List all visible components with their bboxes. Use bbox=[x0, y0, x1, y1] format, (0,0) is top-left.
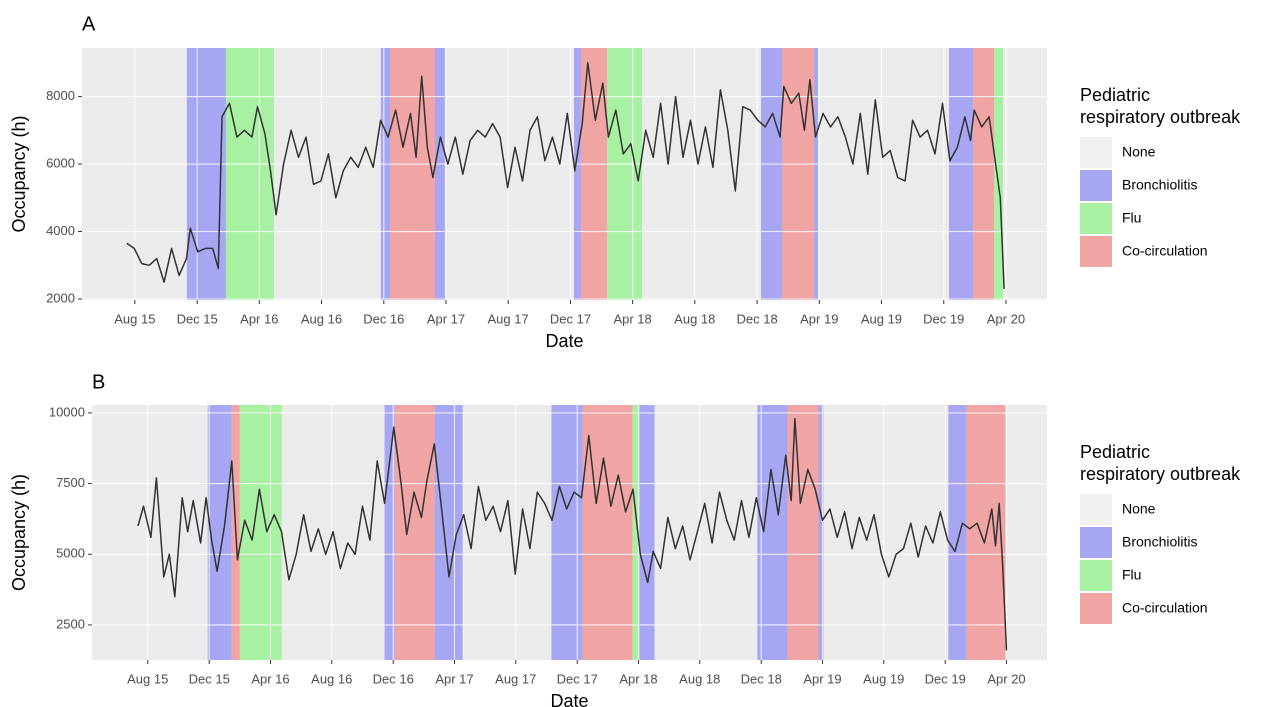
outbreak-period bbox=[574, 48, 581, 300]
legend-label: None bbox=[1122, 501, 1156, 517]
outbreak-period bbox=[949, 48, 974, 300]
outbreak-period bbox=[394, 405, 435, 660]
outbreak-period bbox=[186, 48, 226, 300]
y-tick-label: 8000 bbox=[46, 88, 75, 103]
x-tick-label: Aug 19 bbox=[863, 671, 904, 686]
x-tick-label: Aug 17 bbox=[495, 671, 536, 686]
x-tick-label: Apr 17 bbox=[435, 671, 473, 686]
legend-label: Flu bbox=[1122, 567, 1141, 583]
legend-title: Pediatric bbox=[1080, 85, 1150, 105]
legend-swatch bbox=[1080, 494, 1112, 525]
outbreak-period bbox=[434, 48, 445, 300]
y-axis-title: Occupancy (h) bbox=[9, 474, 29, 591]
x-tick-label: Dec 18 bbox=[741, 671, 782, 686]
x-tick-label: Apr 17 bbox=[427, 311, 465, 326]
x-tick-label: Apr 18 bbox=[619, 671, 657, 686]
outbreak-period bbox=[582, 405, 633, 660]
y-tick-label: 4000 bbox=[46, 223, 75, 238]
x-tick-label: Aug 16 bbox=[301, 311, 342, 326]
x-tick-label: Aug 16 bbox=[311, 671, 352, 686]
outbreak-period bbox=[632, 405, 640, 660]
y-axis-title: Occupancy (h) bbox=[9, 115, 29, 232]
occupancy-line bbox=[126, 62, 1005, 289]
legend-swatch bbox=[1080, 560, 1112, 591]
outbreak-period bbox=[814, 48, 818, 300]
outbreak-period bbox=[207, 405, 232, 660]
outbreak-period bbox=[389, 48, 435, 300]
outbreak-period bbox=[993, 48, 1003, 300]
outbreak-period bbox=[239, 405, 282, 660]
x-tick-label: Apr 18 bbox=[613, 311, 651, 326]
outbreak-period bbox=[757, 405, 788, 660]
outbreak-period bbox=[380, 48, 390, 300]
x-tick-label: Apr 16 bbox=[240, 311, 278, 326]
legend-label: None bbox=[1122, 144, 1156, 160]
legend-swatch bbox=[1080, 236, 1112, 267]
x-tick-label: Aug 18 bbox=[674, 311, 715, 326]
x-axis-title: Date bbox=[545, 331, 583, 351]
x-tick-label: Dec 18 bbox=[737, 311, 778, 326]
x-axis-title: Date bbox=[550, 691, 588, 707]
legend-label: Co-circulation bbox=[1122, 600, 1208, 616]
y-tick-label: 10000 bbox=[49, 404, 85, 419]
y-tick-label: 2000 bbox=[46, 290, 75, 305]
legend-title: respiratory outbreak bbox=[1080, 107, 1241, 127]
x-tick-label: Aug 18 bbox=[679, 671, 720, 686]
x-tick-label: Apr 16 bbox=[251, 671, 289, 686]
legend-swatch bbox=[1080, 593, 1112, 624]
legend-swatch bbox=[1080, 527, 1112, 558]
legend-title: Pediatric bbox=[1080, 442, 1150, 462]
outbreak-period bbox=[384, 405, 395, 660]
outbreak-period bbox=[225, 48, 274, 300]
panel-label: B bbox=[92, 371, 105, 393]
x-tick-label: Dec 16 bbox=[363, 311, 404, 326]
legend-title: respiratory outbreak bbox=[1080, 464, 1241, 484]
panel-label: A bbox=[82, 13, 96, 35]
outbreak-period bbox=[818, 405, 824, 660]
outbreak-period bbox=[434, 405, 463, 660]
x-tick-label: Dec 19 bbox=[923, 311, 964, 326]
legend-label: Bronchiolitis bbox=[1122, 177, 1197, 193]
x-tick-label: Aug 17 bbox=[488, 311, 529, 326]
outbreak-period bbox=[966, 405, 1006, 660]
legend-swatch bbox=[1080, 203, 1112, 234]
y-tick-label: 2500 bbox=[56, 616, 85, 631]
x-tick-label: Aug 19 bbox=[861, 311, 902, 326]
x-tick-label: Apr 19 bbox=[803, 671, 841, 686]
outbreak-period bbox=[639, 405, 655, 660]
x-tick-label: Dec 19 bbox=[925, 671, 966, 686]
outbreak-period bbox=[551, 405, 583, 660]
occupancy-line bbox=[137, 417, 1008, 651]
x-tick-label: Aug 15 bbox=[114, 311, 155, 326]
legend-label: Flu bbox=[1122, 210, 1141, 226]
legend-swatch bbox=[1080, 137, 1112, 168]
legend-label: Co-circulation bbox=[1122, 243, 1208, 259]
x-tick-label: Dec 15 bbox=[177, 311, 218, 326]
outbreak-period bbox=[787, 405, 819, 660]
outbreak-period bbox=[948, 405, 967, 660]
outbreak-period bbox=[761, 48, 782, 300]
y-tick-label: 5000 bbox=[56, 546, 85, 561]
x-tick-label: Dec 17 bbox=[557, 671, 598, 686]
x-tick-label: Aug 15 bbox=[127, 671, 168, 686]
x-tick-label: Dec 17 bbox=[550, 311, 591, 326]
y-tick-label: 6000 bbox=[46, 155, 75, 170]
x-tick-label: Apr 19 bbox=[800, 311, 838, 326]
x-tick-label: Apr 20 bbox=[987, 671, 1025, 686]
x-tick-label: Dec 16 bbox=[373, 671, 414, 686]
outbreak-period bbox=[973, 48, 994, 300]
legend-swatch bbox=[1080, 170, 1112, 201]
legend-label: Bronchiolitis bbox=[1122, 534, 1197, 550]
y-tick-label: 7500 bbox=[56, 475, 85, 490]
x-tick-label: Dec 15 bbox=[189, 671, 230, 686]
x-tick-label: Apr 20 bbox=[987, 311, 1025, 326]
